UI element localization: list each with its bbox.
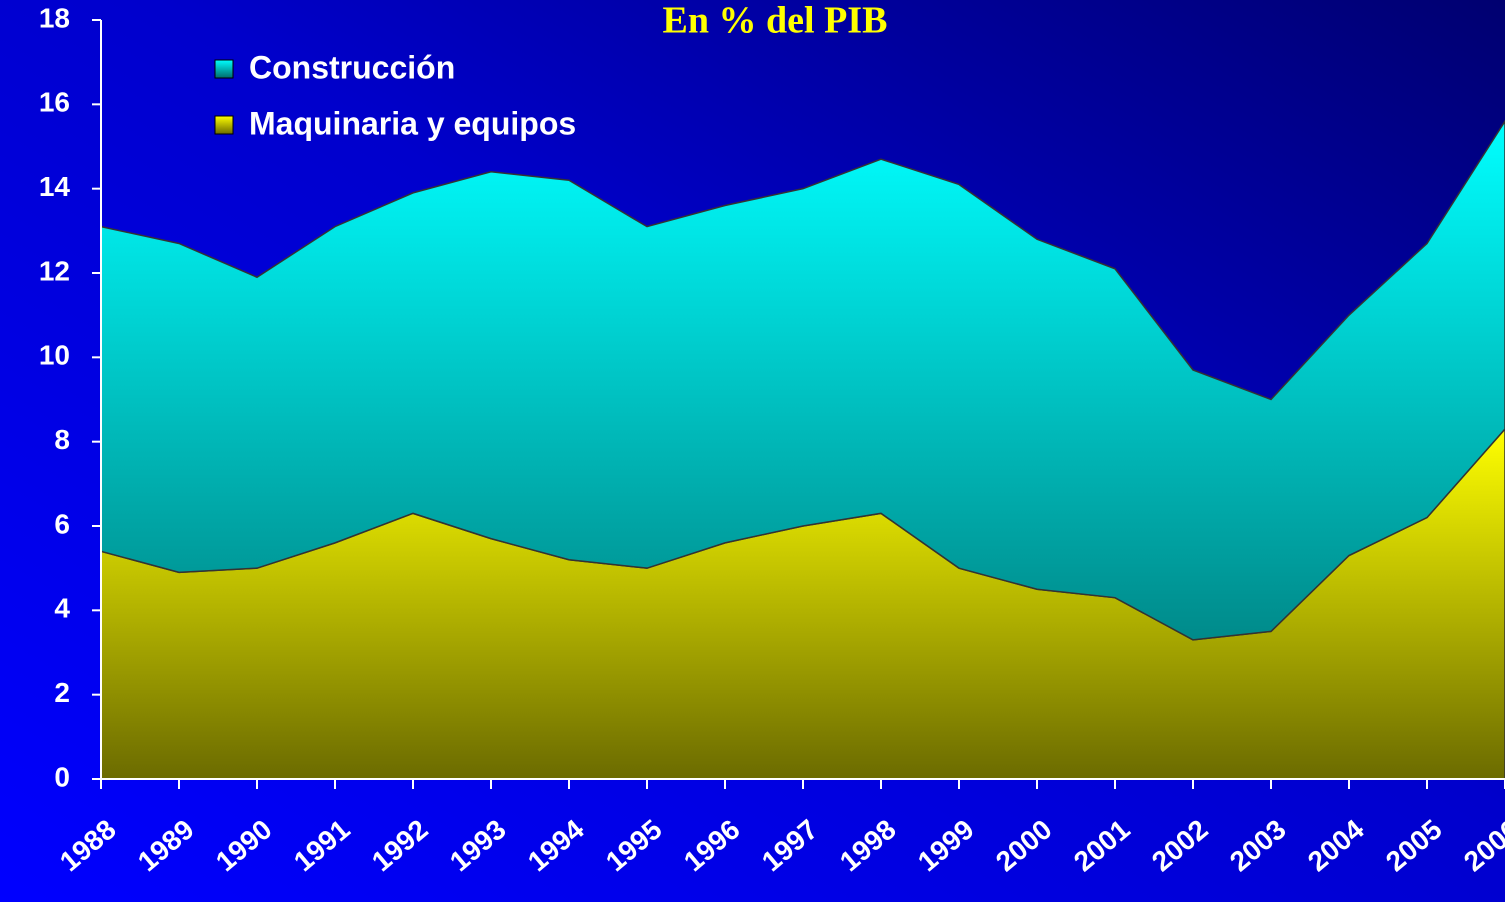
y-tick-label: 14: [39, 171, 71, 202]
legend-label: Construcción: [249, 49, 455, 85]
y-tick-label: 6: [54, 508, 70, 539]
y-tick-label: 18: [39, 2, 70, 33]
y-tick-label: 4: [54, 593, 70, 624]
y-tick-label: 12: [39, 255, 70, 286]
legend-swatch: [214, 115, 234, 135]
y-tick-label: 2: [54, 677, 70, 708]
y-tick-label: 10: [39, 340, 70, 371]
y-tick-label: 8: [54, 424, 70, 455]
legend-label: Maquinaria y equipos: [249, 105, 576, 141]
legend-swatch: [214, 59, 234, 79]
y-tick-label: 0: [54, 761, 70, 792]
chart-title: En % del PIB: [663, 0, 888, 42]
y-tick-label: 16: [39, 87, 70, 118]
area: [100, 119, 1505, 641]
